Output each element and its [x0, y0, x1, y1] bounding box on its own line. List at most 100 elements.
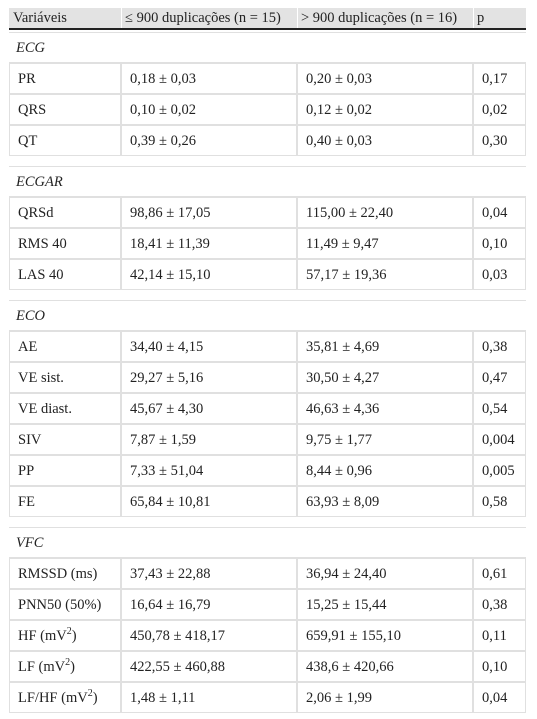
p-value-cell-text: 0,004	[482, 432, 515, 448]
variable-cell: PP	[9, 455, 121, 486]
group-high-cell-text: 659,91 ± 155,10	[306, 628, 401, 644]
group-high-cell-text: 0,40 ± 0,03	[306, 133, 372, 149]
group-low-cell-text: 7,87 ± 1,59	[130, 432, 196, 448]
p-value-cell: 0,02	[473, 94, 526, 125]
variable-cell: PNN50 (50%)	[9, 589, 121, 620]
variable-cell: LAS 40	[9, 259, 121, 290]
group-high-cell: 2,06 ± 1,99	[297, 682, 473, 713]
group-low-cell: 16,64 ± 16,79	[121, 589, 297, 620]
variable-cell: QRS	[9, 94, 121, 125]
group-low-cell-text: 37,43 ± 22,88	[130, 566, 211, 582]
section-gap	[9, 517, 526, 527]
group-low-cell: 1,48 ± 1,11	[121, 682, 297, 713]
section-heading: ECO	[9, 300, 526, 331]
group-high-cell: 659,91 ± 155,10	[297, 620, 473, 651]
table-row: HF (mV2) 450,78 ± 418,17 659,91 ± 155,10 0,…	[9, 620, 526, 651]
variable-cell-text: PR	[18, 71, 36, 87]
group-low-cell-text: 98,86 ± 17,05	[130, 205, 211, 221]
group-low-cell: 34,40 ± 4,15	[121, 331, 297, 362]
group-low-cell-text: 422,55 ± 460,88	[130, 659, 225, 675]
group-high-cell-text: 30,50 ± 4,27	[306, 370, 380, 386]
group-high-cell-text: 0,12 ± 0,02	[306, 102, 372, 118]
p-value-cell-text: 0,04	[482, 205, 508, 221]
section-title: VFC	[16, 535, 44, 551]
group-high-cell: 57,17 ± 19,36	[297, 259, 473, 290]
group-high-cell: 63,93 ± 8,09	[297, 486, 473, 517]
variable-cell-text: VE diast.	[18, 401, 72, 417]
group-low-cell: 37,43 ± 22,88	[121, 558, 297, 589]
group-low-cell: 45,67 ± 4,30	[121, 393, 297, 424]
group-low-cell: 98,86 ± 17,05	[121, 197, 297, 228]
p-value-cell-text: 0,54	[482, 401, 508, 417]
group-high-cell: 0,20 ± 0,03	[297, 63, 473, 94]
group-high-cell: 15,25 ± 15,44	[297, 589, 473, 620]
group-high-cell-text: 9,75 ± 1,77	[306, 432, 372, 448]
group-high-cell-text: 8,44 ± 0,96	[306, 463, 372, 479]
group-high-cell: 11,49 ± 9,47	[297, 228, 473, 259]
table-row: VE diast. 45,67 ± 4,30 46,63 ± 4,36 0,54	[9, 393, 526, 424]
p-value-cell: 0,005	[473, 455, 526, 486]
p-value-cell: 0,30	[473, 125, 526, 156]
group-low-cell-text: 0,18 ± 0,03	[130, 71, 196, 87]
p-value-cell-text: 0,38	[482, 339, 508, 355]
table-row: RMSSD (ms) 37,43 ± 22,88 36,94 ± 24,40 0,61	[9, 558, 526, 589]
variable-cell: RMSSD (ms)	[9, 558, 121, 589]
group-low-cell: 422,55 ± 460,88	[121, 651, 297, 682]
group-low-cell: 65,84 ± 10,81	[121, 486, 297, 517]
variable-cell: LF/HF (mV2)	[9, 682, 121, 713]
group-high-cell-text: 0,20 ± 0,03	[306, 71, 372, 87]
variable-cell: QT	[9, 125, 121, 156]
variable-cell-text: LF (mV2)	[18, 657, 75, 675]
section-heading: ECGAR	[9, 166, 526, 197]
p-value-cell-text: 0,30	[482, 133, 508, 149]
p-value-cell: 0,03	[473, 259, 526, 290]
group-low-cell-text: 34,40 ± 4,15	[130, 339, 204, 355]
table-row: QRSd 98,86 ± 17,05 115,00 ± 22,40 0,04	[9, 197, 526, 228]
group-low-cell-text: 18,41 ± 11,39	[130, 236, 210, 252]
group-low-cell-text: 0,39 ± 0,26	[130, 133, 196, 149]
group-low-cell-text: 7,33 ± 51,04	[130, 463, 204, 479]
group-low-cell-text: 42,14 ± 15,10	[130, 267, 211, 283]
group-low-cell: 0,18 ± 0,03	[121, 63, 297, 94]
group-high-cell: 35,81 ± 4,69	[297, 331, 473, 362]
p-value-cell-text: 0,47	[482, 370, 508, 386]
section-gap	[9, 290, 526, 300]
variable-cell-text: QRSd	[18, 205, 54, 221]
variable-cell-text: LAS 40	[18, 267, 64, 283]
group-low-cell-text: 1,48 ± 1,11	[130, 690, 196, 706]
group-high-cell: 0,40 ± 0,03	[297, 125, 473, 156]
variable-cell: RMS 40	[9, 228, 121, 259]
table-row: FE 65,84 ± 10,81 63,93 ± 8,09 0,58	[9, 486, 526, 517]
group-high-cell: 115,00 ± 22,40	[297, 197, 473, 228]
p-value-cell-text: 0,02	[482, 102, 508, 118]
p-value-cell: 0,04	[473, 197, 526, 228]
section-gap	[9, 156, 526, 166]
group-high-cell-text: 36,94 ± 24,40	[306, 566, 387, 582]
table-row: VE sist. 29,27 ± 5,16 30,50 ± 4,27 0,47	[9, 362, 526, 393]
group-low-cell-text: 0,10 ± 0,02	[130, 102, 196, 118]
table-row: QT 0,39 ± 0,26 0,40 ± 0,03 0,30	[9, 125, 526, 156]
p-value-cell-text: 0,005	[482, 463, 515, 479]
group-low-cell-text: 16,64 ± 16,79	[130, 597, 211, 613]
section-title: ECGAR	[16, 174, 63, 190]
p-value-cell-text: 0,61	[482, 566, 508, 582]
section-heading: VFC	[9, 527, 526, 558]
table-row: PR 0,18 ± 0,03 0,20 ± 0,03 0,17	[9, 63, 526, 94]
group-high-cell-text: 2,06 ± 1,99	[306, 690, 372, 706]
table-row: LAS 40 42,14 ± 15,10 57,17 ± 19,36 0,03	[9, 259, 526, 290]
group-low-cell: 450,78 ± 418,17	[121, 620, 297, 651]
section-title: ECG	[16, 40, 45, 56]
group-high-cell: 8,44 ± 0,96	[297, 455, 473, 486]
group-low-cell-text: 65,84 ± 10,81	[130, 494, 211, 510]
variable-cell-text: AE	[18, 339, 38, 355]
variable-cell: HF (mV2)	[9, 620, 121, 651]
header-variaveis: Variáveis	[13, 10, 67, 26]
section-heading: ECG	[9, 32, 526, 63]
table-row: QRS 0,10 ± 0,02 0,12 ± 0,02 0,02	[9, 94, 526, 125]
group-high-cell-text: 57,17 ± 19,36	[306, 267, 387, 283]
p-value-cell-text: 0,10	[482, 236, 508, 252]
header-p: p	[477, 10, 485, 26]
p-value-cell-text: 0,10	[482, 659, 508, 675]
variable-cell: SIV	[9, 424, 121, 455]
group-low-cell: 7,87 ± 1,59	[121, 424, 297, 455]
